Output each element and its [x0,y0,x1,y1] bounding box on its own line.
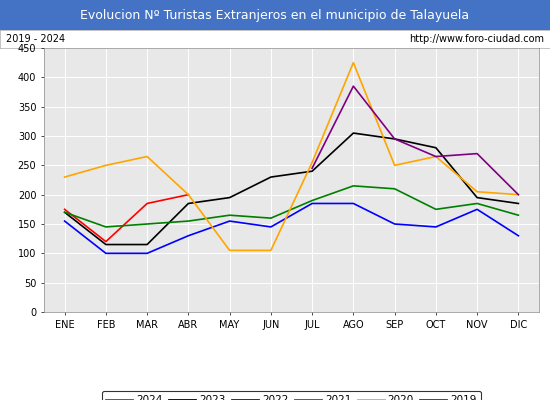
Text: 2019 - 2024: 2019 - 2024 [6,34,65,44]
Text: Evolucion Nº Turistas Extranjeros en el municipio de Talayuela: Evolucion Nº Turistas Extranjeros en el … [80,8,470,22]
Text: http://www.foro-ciudad.com: http://www.foro-ciudad.com [410,34,544,44]
Legend: 2024, 2023, 2022, 2021, 2020, 2019: 2024, 2023, 2022, 2021, 2020, 2019 [102,391,481,400]
